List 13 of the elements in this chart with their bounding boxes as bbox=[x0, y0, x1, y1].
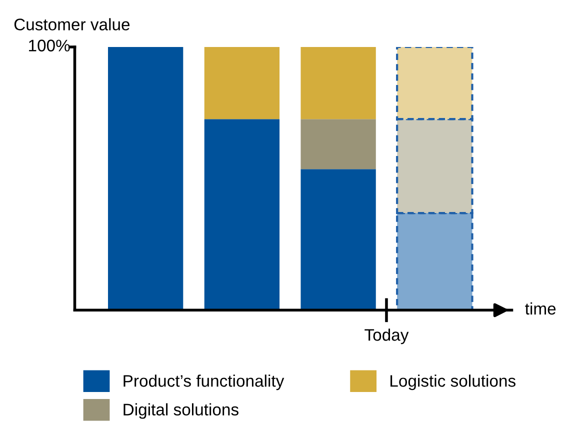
legend-label: Logistic solutions bbox=[390, 374, 516, 390]
bar bbox=[300, 169, 376, 310]
text: 100% bbox=[29, 40, 70, 52]
bar bbox=[300, 119, 376, 170]
text: Today bbox=[364, 328, 409, 344]
y-axis-title: Customer value bbox=[14, 18, 130, 30]
bar bbox=[108, 46, 184, 310]
bar bbox=[204, 119, 280, 310]
legend-label: Digital solutions bbox=[124, 403, 238, 419]
bar bbox=[300, 46, 376, 120]
legend-label: Product’s functionality bbox=[124, 374, 284, 390]
x-axis-title: time bbox=[525, 302, 556, 315]
bar bbox=[204, 46, 280, 120]
